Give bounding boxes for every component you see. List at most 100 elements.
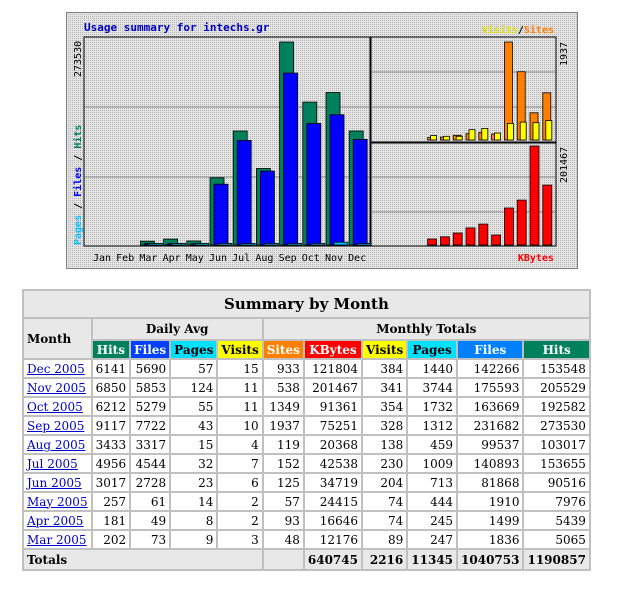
table-cell: 192582 xyxy=(524,398,589,415)
table-cell: 15 xyxy=(218,360,262,377)
bar-files-jun xyxy=(213,183,229,246)
table-cell: 24415 xyxy=(304,493,361,510)
month-link[interactable]: Aug 2005 xyxy=(27,437,86,452)
visits-axis-max-label: 1937 xyxy=(559,42,570,66)
table-cell: 99537 xyxy=(458,436,523,453)
bar-kbytes-aug xyxy=(491,234,502,246)
left-axis-max-label: 273530 xyxy=(73,41,84,77)
month-header: Month xyxy=(24,319,91,358)
bar-kbytes-nov xyxy=(529,145,540,246)
table-cell: 6850 xyxy=(92,379,130,396)
visits-sites-legend: Visits/Sites xyxy=(482,24,554,36)
month-link[interactable]: Mar 2005 xyxy=(27,532,87,547)
table-cell: 32 xyxy=(171,455,217,472)
total-kbytes: 640745 xyxy=(304,550,361,569)
col-header-hits-avg: Hits xyxy=(92,341,130,358)
month-link[interactable]: Apr 2005 xyxy=(27,513,84,528)
col-header-visits-avg: Visits xyxy=(218,341,262,358)
col-header-hits-total: Hits xyxy=(524,341,589,358)
month-tick-label: Mar xyxy=(139,253,157,264)
col-header-files-total: Files xyxy=(458,341,523,358)
bar-pages-jul xyxy=(240,243,256,246)
total-visits: 2216 xyxy=(362,550,407,569)
bar-pages-dec xyxy=(356,243,372,246)
table-cell: 61 xyxy=(131,493,170,510)
table-cell: 121804 xyxy=(304,360,361,377)
axis-label-pages: Pages xyxy=(73,215,84,245)
month-tick-label: Aug xyxy=(255,253,273,264)
table-cell: 354 xyxy=(362,398,407,415)
table-cell: 5690 xyxy=(131,360,170,377)
month-link[interactable]: May 2005 xyxy=(27,494,88,509)
month-link[interactable]: Sep 2005 xyxy=(27,418,85,433)
table-row: Aug 2005 3433 3317 15 4 119 20368 138 459 99537 10… xyxy=(24,436,589,453)
bar-files-dec xyxy=(352,139,368,246)
col-header-files-avg: Files xyxy=(131,341,170,358)
table-cell: 163669 xyxy=(458,398,523,415)
table-cell: 7722 xyxy=(131,417,170,434)
bar-kbytes-jul xyxy=(478,223,489,246)
table-row: Nov 2005 6850 5853 124 11 538 201467 341 3744 175… xyxy=(24,379,589,396)
table-cell: 1836 xyxy=(458,531,523,548)
table-cell: 75251 xyxy=(304,417,361,434)
table-cell: 16646 xyxy=(304,512,361,529)
monthly-totals-header: Monthly Totals xyxy=(263,319,589,339)
table-cell: 175593 xyxy=(458,379,523,396)
table-cell: 10 xyxy=(218,417,262,434)
table-cell: 204 xyxy=(362,474,407,491)
bar-files-nov xyxy=(329,114,345,246)
table-cell: 5853 xyxy=(131,379,170,396)
bar-kbytes-oct xyxy=(516,199,527,246)
bar-pages-nov xyxy=(333,241,349,246)
bar-kbytes-jun xyxy=(465,227,476,246)
table-cell: 9117 xyxy=(92,417,130,434)
month-link[interactable]: Jul 2005 xyxy=(27,456,78,471)
table-cell: 15 xyxy=(171,436,217,453)
table-cell: 90516 xyxy=(524,474,589,491)
month-tick-label: Dec xyxy=(348,253,366,264)
table-cell: 2 xyxy=(218,512,262,529)
table-cell: 3744 xyxy=(408,379,457,396)
table-row: Jun 2005 3017 2728 23 6 125 34719 204 713 81868 90… xyxy=(24,474,589,491)
bar-kbytes-sep xyxy=(503,207,514,246)
summary-table: Summary by Month Month Daily Avg Monthly… xyxy=(22,289,591,571)
bar-visits-mar xyxy=(430,135,438,141)
table-cell: 3 xyxy=(218,531,262,548)
month-link[interactable]: Jun 2005 xyxy=(27,475,82,490)
table-cell: 459 xyxy=(408,436,457,453)
bar-pages-aug xyxy=(263,243,279,246)
total-pages: 11345 xyxy=(408,550,457,569)
table-cell: 153655 xyxy=(524,455,589,472)
bar-visits-sep xyxy=(506,123,514,141)
month-tick-label: Jan xyxy=(93,253,111,264)
bar-pages-mar xyxy=(148,243,163,246)
axis-label-hits: Hits xyxy=(72,125,84,149)
table-cell: 48 xyxy=(263,531,303,548)
month-link[interactable]: Oct 2005 xyxy=(27,399,83,414)
table-cell: 2 xyxy=(218,493,262,510)
table-cell: 34719 xyxy=(304,474,361,491)
table-cell: 11 xyxy=(218,398,262,415)
table-cell: 138 xyxy=(362,436,407,453)
bar-visits-jun xyxy=(468,129,476,141)
table-cell: 142266 xyxy=(458,360,523,377)
table-cell: 11 xyxy=(218,379,262,396)
table-cell: 245 xyxy=(408,512,457,529)
table-cell: 6 xyxy=(218,474,262,491)
table-cell: 74 xyxy=(362,512,407,529)
table-cell: 8 xyxy=(171,512,217,529)
table-cell: 1312 xyxy=(408,417,457,434)
table-cell: 124 xyxy=(171,379,217,396)
table-cell: 444 xyxy=(408,493,457,510)
month-link[interactable]: Nov 2005 xyxy=(27,380,86,395)
table-row: Jul 2005 4956 4544 32 7 152 42538 230 1009 140893… xyxy=(24,455,589,472)
bar-files-aug xyxy=(259,170,275,246)
table-cell: 57 xyxy=(263,493,303,510)
total-files: 1040753 xyxy=(458,550,523,569)
table-cell: 103017 xyxy=(524,436,589,453)
table-cell: 57 xyxy=(171,360,217,377)
month-link[interactable]: Dec 2005 xyxy=(27,361,85,376)
table-cell: 4544 xyxy=(131,455,170,472)
table-cell: 12176 xyxy=(304,531,361,548)
table-cell: 341 xyxy=(362,379,407,396)
